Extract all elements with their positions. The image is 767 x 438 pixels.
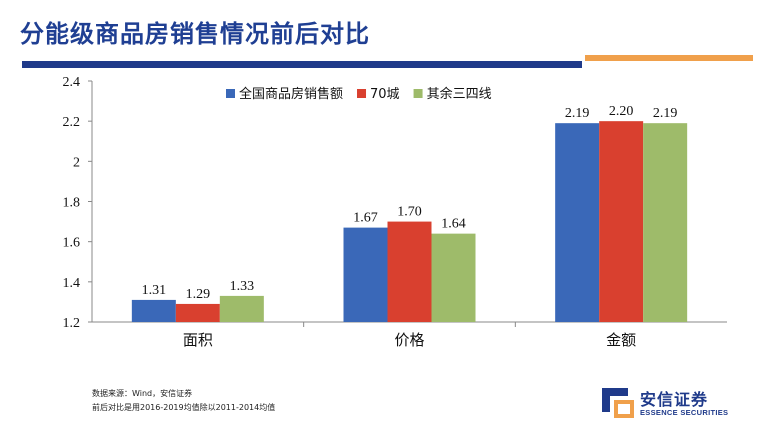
footnote-method: 前后对比是用2016-2019均值除以2011-2014均值 [92,403,276,412]
data-label: 2.19 [565,106,590,121]
legend-swatch [413,89,423,98]
footnote: 数据来源：Wind，安信证券 前后对比是用2016-2019均值除以2011-2… [92,387,275,415]
logo-name-en: ESSENCE SECURITIES [640,408,729,417]
data-label: 1.33 [230,279,255,294]
bar [131,299,176,322]
data-label: 1.29 [186,287,211,302]
x-tick-label: 金额 [606,331,636,349]
bar [599,121,644,323]
bar [555,123,600,322]
company-logo: 安信证券 ESSENCE SECURITIES [598,382,758,422]
bar [387,221,432,322]
data-label: 1.67 [353,211,378,226]
x-tick-label: 面积 [183,331,213,349]
y-tick-label: 2.4 [63,75,81,90]
y-tick-label: 1.2 [63,316,81,331]
title-rule-orange [585,55,753,61]
y-tick-label: 1.8 [63,196,81,211]
data-label: 2.20 [609,104,634,119]
data-label: 1.64 [441,217,466,232]
legend-label: 全国商品房销售额 [239,86,343,102]
legend-label: 70城 [370,87,400,102]
data-label: 1.70 [397,205,422,220]
bar [219,295,264,322]
data-label: 2.19 [653,106,678,121]
legend-swatch [226,89,235,98]
bar [175,303,220,322]
x-tick-label: 价格 [394,331,424,349]
page-title: 分能级商品房销售情况前后对比 [20,20,370,48]
footnote-source: 数据来源：Wind，安信证券 [92,389,193,398]
bar [431,233,476,322]
logo-name-cn: 安信证券 [640,390,709,409]
logo-mark-icon [602,388,634,418]
y-tick-label: 1.4 [63,276,81,291]
title-rule-blue [22,61,582,68]
data-label: 1.31 [142,283,167,298]
bar [643,123,688,322]
y-tick-label: 2 [73,155,80,170]
bar [343,227,388,322]
legend-label: 其余三四线 [427,86,492,102]
y-tick-label: 1.6 [63,236,81,251]
y-tick-label: 2.2 [63,115,81,130]
legend-swatch [357,89,367,98]
